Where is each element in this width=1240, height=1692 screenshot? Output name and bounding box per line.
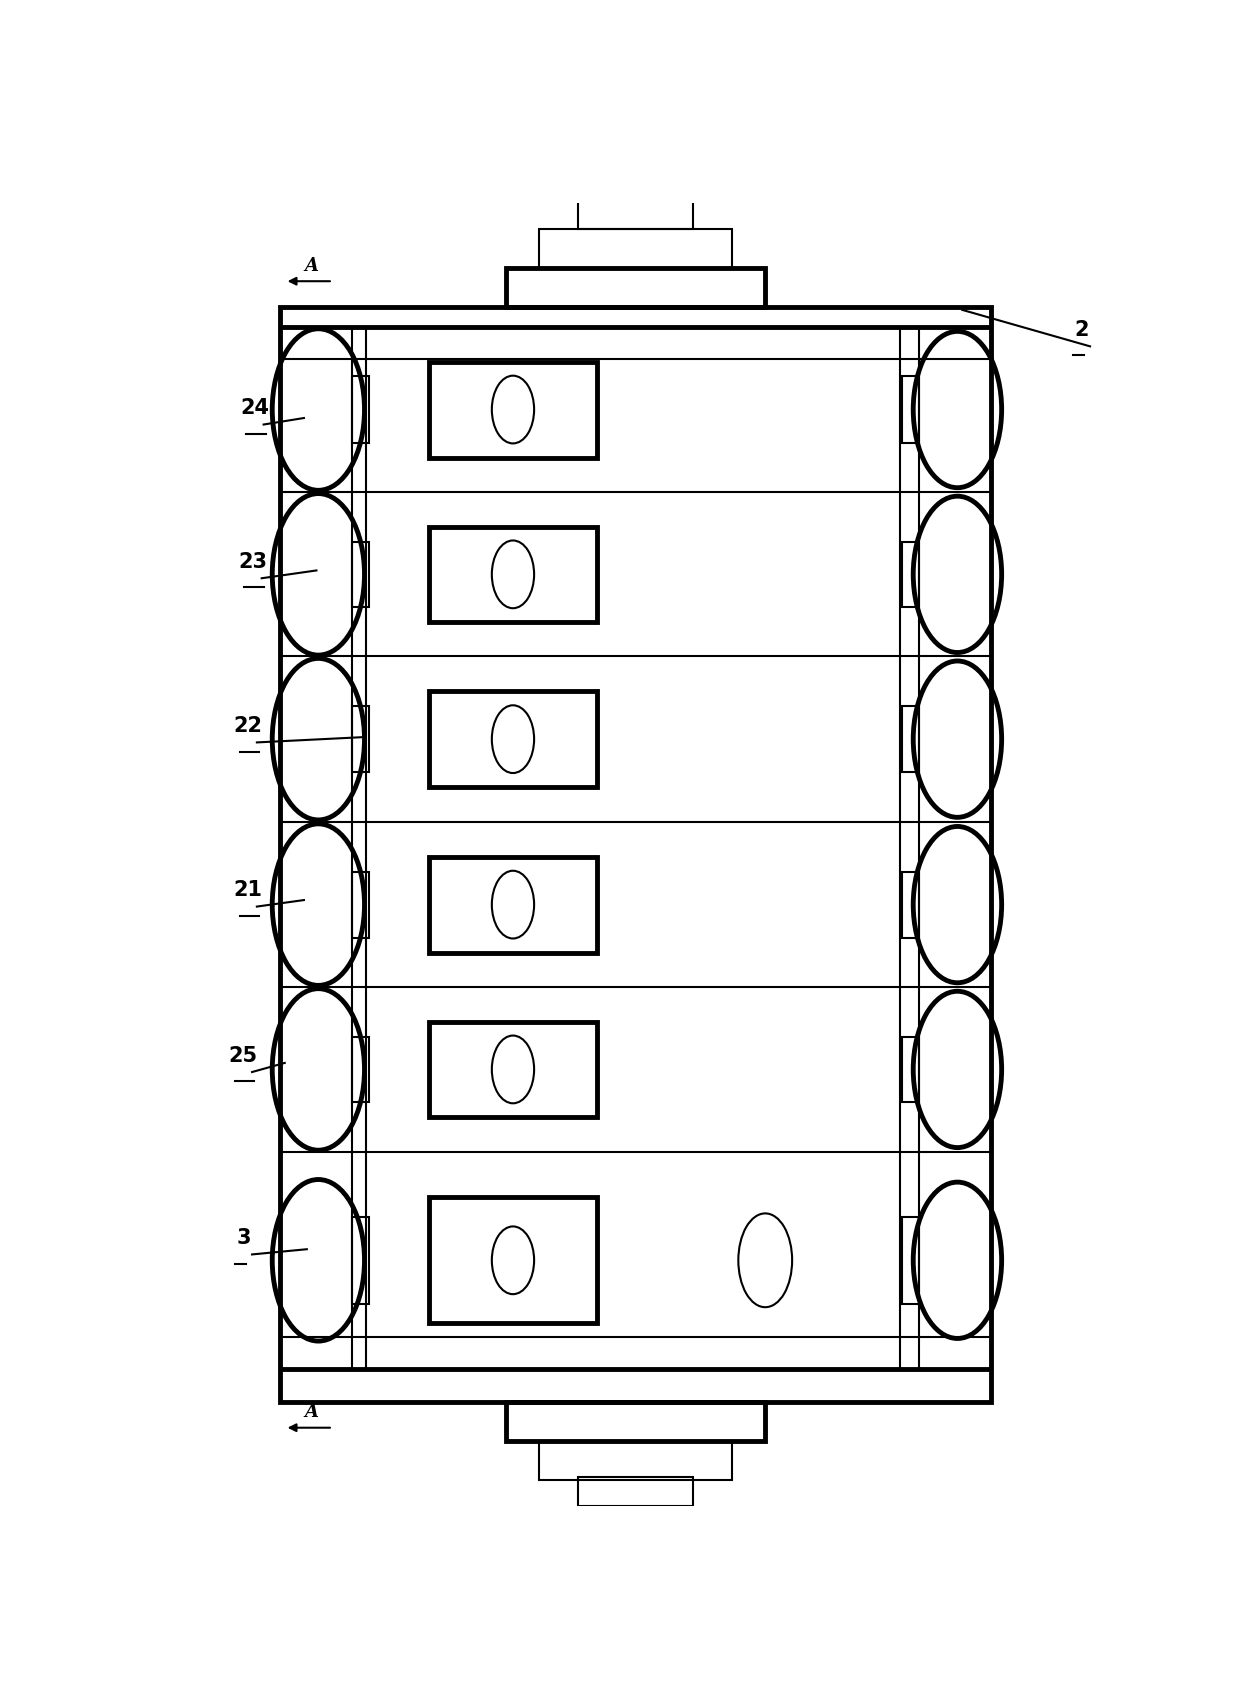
Bar [539,1442,732,1480]
Bar [429,1022,596,1117]
Bar [901,871,919,937]
Text: 25: 25 [229,1046,258,1066]
Bar [901,541,919,607]
Bar [578,196,693,228]
Bar [352,376,370,443]
Bar [901,1217,919,1305]
Bar [352,1217,370,1305]
Bar [901,376,919,443]
Bar [352,706,370,772]
Bar [429,856,596,953]
Text: 23: 23 [238,552,268,572]
Text: 21: 21 [233,880,263,900]
Bar [506,1401,765,1442]
Bar [352,541,370,607]
Bar [539,228,732,269]
Text: 22: 22 [233,716,263,736]
Bar [901,706,919,772]
Bar [429,526,596,623]
Text: 3: 3 [236,1228,250,1249]
Bar [280,308,991,1401]
Text: A: A [304,257,319,274]
Bar [352,1037,370,1101]
Bar [352,871,370,937]
Bar [429,690,596,787]
Bar [429,362,596,457]
Bar [901,1037,919,1101]
Text: A: A [304,1403,319,1421]
Text: 2: 2 [1074,320,1089,340]
Bar [506,269,765,308]
Bar [429,1198,596,1323]
Text: 24: 24 [241,398,269,418]
Bar [578,1477,693,1506]
